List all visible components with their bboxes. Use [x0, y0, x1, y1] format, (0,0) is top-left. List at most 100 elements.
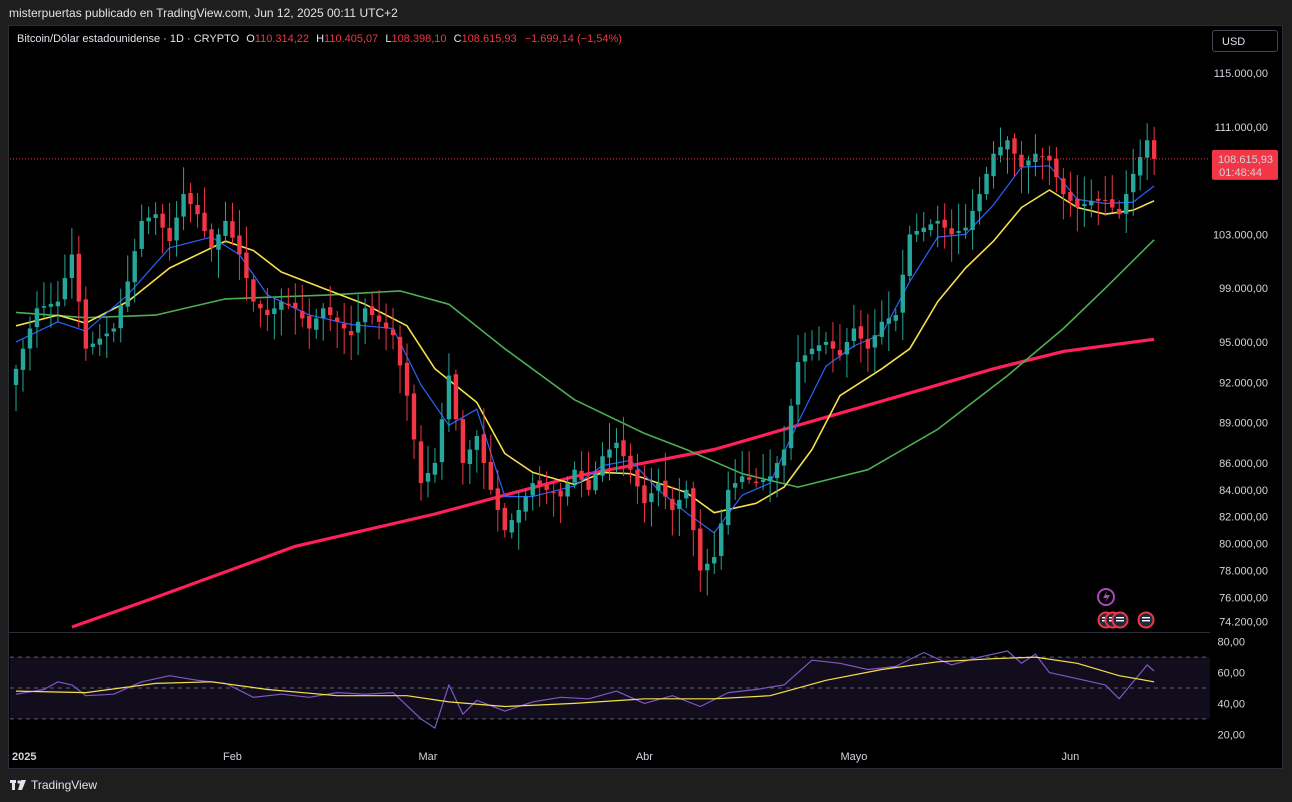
candle-body — [781, 449, 787, 466]
moving-average-line — [15, 239, 1155, 488]
candle-body — [369, 306, 375, 316]
tradingview-brand: TradingView — [31, 778, 98, 792]
candle-body — [579, 470, 584, 480]
low-value: 108.398,10 — [391, 33, 447, 45]
candle-body — [27, 328, 33, 349]
candle-body — [153, 214, 158, 218]
candle-body — [1061, 178, 1066, 195]
candle-body — [893, 315, 898, 321]
candle-body — [488, 461, 494, 490]
flag-stripe — [1142, 620, 1150, 622]
candle-body — [13, 368, 19, 385]
candle-body — [719, 523, 724, 557]
candle-body — [90, 343, 96, 347]
time-axis-tick: 2025 — [12, 751, 36, 763]
candle-body — [111, 328, 116, 332]
tradingview-logo-icon — [10, 779, 27, 791]
candle-body — [432, 462, 438, 475]
price-axis-tick: 82.000,00 — [1219, 512, 1268, 524]
candle-body — [970, 210, 975, 231]
candle-body — [872, 335, 878, 348]
candle-body — [411, 393, 417, 440]
candle-body — [355, 321, 361, 333]
candle-body — [404, 362, 410, 396]
time-axis-tick: Feb — [223, 751, 242, 763]
candle-body — [383, 322, 389, 329]
candle-body — [83, 299, 89, 349]
candle-body — [858, 326, 864, 339]
price-axis-tick: 115.000,00 — [1214, 68, 1268, 80]
candle-body — [1054, 158, 1059, 178]
candle-body — [195, 204, 200, 215]
candle-body — [188, 192, 193, 205]
candle-body — [202, 212, 207, 232]
candle-body — [1117, 208, 1122, 215]
candle-body — [949, 228, 954, 235]
price-axis-tick: 76.000,00 — [1219, 592, 1268, 604]
candle-body — [418, 441, 424, 484]
countdown-timer: 01:48:44 — [1219, 167, 1262, 179]
candle-body — [823, 341, 829, 345]
candle-body — [600, 456, 605, 476]
ohlc-legend: Bitcoin/Dólar estadounidense · 1D · CRYP… — [17, 33, 622, 45]
candle-body — [1124, 194, 1129, 214]
candle-body — [837, 350, 843, 356]
price-axis-tick: 92.000,00 — [1219, 377, 1268, 389]
symbol-title[interactable]: Bitcoin/Dólar estadounidense · 1D · CRYP… — [17, 33, 240, 45]
price-axis-tick: 80.000,00 — [1219, 539, 1268, 551]
price-axis-tick: 86.000,00 — [1219, 458, 1268, 470]
candle-body — [20, 348, 26, 370]
candle-body — [1110, 199, 1115, 208]
candle-body — [593, 473, 598, 491]
last-price-tag — [1212, 149, 1278, 180]
candle-body — [223, 220, 228, 236]
moving-average-line — [15, 165, 1155, 534]
candle-body — [209, 229, 214, 248]
candle-body — [809, 348, 815, 355]
candle-body — [439, 419, 445, 463]
candle-body — [216, 234, 221, 250]
candle-body — [460, 419, 466, 463]
candle-body — [62, 278, 68, 300]
candle-body — [104, 333, 109, 337]
candle-body — [328, 307, 333, 316]
rsi-line — [15, 650, 1155, 729]
candle-body — [774, 462, 780, 479]
candle-body — [739, 476, 745, 483]
low-label: L — [385, 33, 392, 45]
candle-body — [963, 227, 968, 231]
rsi-axis-tick: 60,00 — [1217, 668, 1245, 680]
price-axis-tick: 78.000,00 — [1219, 566, 1268, 578]
rsi-axis-tick: 40,00 — [1217, 698, 1245, 710]
pane-divider[interactable] — [9, 632, 1210, 633]
tradingview-footer[interactable]: TradingView — [10, 778, 97, 792]
candle-body — [160, 213, 165, 228]
candle-body — [942, 219, 947, 228]
candle-body — [139, 220, 144, 249]
currency-button[interactable]: USD — [1212, 30, 1278, 52]
close-value: 108.615,93 — [461, 33, 517, 45]
candle-body — [321, 308, 326, 319]
moving-average-line — [71, 337, 1155, 629]
candle-body — [565, 483, 570, 497]
candle-body — [746, 477, 752, 480]
rsi-axis-tick: 80,00 — [1217, 637, 1245, 649]
candle-body — [907, 234, 912, 276]
candle-body — [502, 507, 507, 531]
candle-body — [341, 323, 347, 329]
flag-stripe — [1116, 620, 1124, 622]
candle-body — [677, 499, 682, 509]
candle-body — [1144, 140, 1150, 158]
candle-body — [816, 345, 822, 352]
event-lightning-icon — [1097, 588, 1115, 606]
candle-body — [684, 489, 689, 499]
candle-body — [244, 252, 249, 279]
candle-body — [118, 304, 123, 329]
candle-body — [1096, 198, 1101, 201]
candle-body — [1075, 198, 1080, 208]
candle-body — [795, 362, 801, 405]
candle-body — [300, 310, 305, 319]
candle-body — [167, 227, 172, 242]
candle-body — [174, 217, 179, 241]
